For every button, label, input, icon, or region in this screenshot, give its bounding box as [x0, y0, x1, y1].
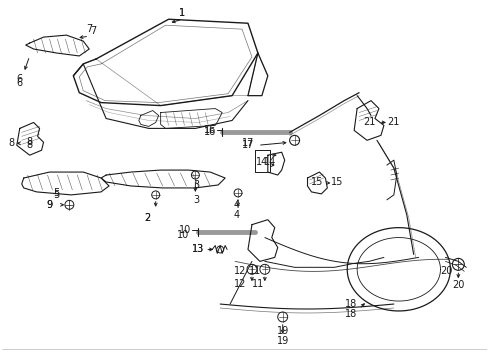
- Text: 15: 15: [310, 177, 323, 187]
- Text: 11: 11: [248, 266, 261, 276]
- Text: 11: 11: [251, 279, 264, 289]
- Text: 20: 20: [451, 280, 464, 290]
- Text: 14: 14: [263, 157, 275, 167]
- Text: 14: 14: [255, 157, 267, 167]
- Text: 5: 5: [53, 188, 60, 198]
- Text: 9: 9: [46, 200, 53, 210]
- Text: 5: 5: [53, 190, 60, 200]
- Text: 1: 1: [179, 8, 185, 18]
- Text: 21: 21: [362, 117, 374, 127]
- Text: 8: 8: [9, 138, 15, 148]
- Text: 2: 2: [144, 213, 151, 223]
- Text: 10: 10: [177, 230, 189, 239]
- Text: 20: 20: [439, 266, 452, 276]
- Text: 19: 19: [276, 336, 288, 346]
- Text: 8: 8: [26, 140, 33, 150]
- Text: 9: 9: [46, 200, 53, 210]
- Text: 8: 8: [26, 137, 33, 147]
- Text: 15: 15: [330, 177, 343, 187]
- Text: 3: 3: [193, 180, 199, 190]
- Text: 13: 13: [192, 244, 204, 255]
- Text: 12: 12: [233, 266, 246, 276]
- Text: 6: 6: [17, 78, 23, 88]
- Text: 17: 17: [241, 140, 254, 150]
- Text: 7: 7: [86, 24, 92, 34]
- Text: 13: 13: [192, 244, 204, 255]
- Text: 17: 17: [241, 138, 254, 148]
- Text: 10: 10: [179, 225, 191, 235]
- Text: 16: 16: [203, 125, 216, 135]
- Text: 18: 18: [345, 309, 357, 319]
- Text: 19: 19: [276, 326, 288, 336]
- Text: 18: 18: [345, 299, 357, 309]
- Text: 16: 16: [203, 127, 216, 138]
- Text: 3: 3: [193, 195, 199, 205]
- Text: 12: 12: [233, 279, 246, 289]
- Text: 7: 7: [90, 26, 96, 36]
- Text: 4: 4: [234, 200, 240, 210]
- Text: 1: 1: [179, 8, 185, 18]
- Text: 4: 4: [234, 210, 240, 220]
- Text: 6: 6: [17, 74, 23, 84]
- Text: 2: 2: [144, 213, 151, 223]
- Text: 21: 21: [387, 117, 399, 127]
